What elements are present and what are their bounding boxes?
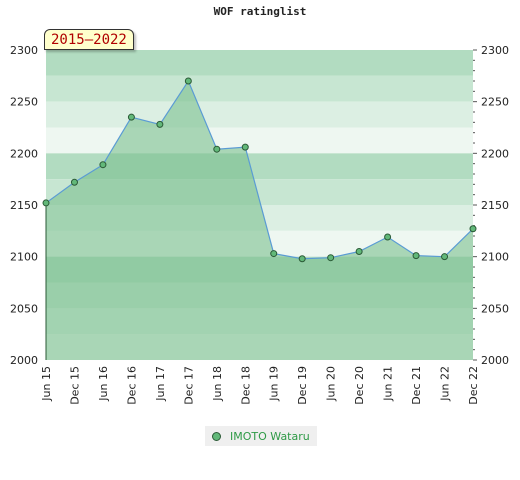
legend: IMOTO Wataru: [205, 426, 317, 446]
y-tick-label-right: 2000: [481, 354, 509, 367]
x-tick-label: Jun 15: [40, 366, 53, 402]
grid-band: [46, 127, 473, 154]
x-tick-label: Dec 17: [182, 366, 195, 405]
y-tick-label-left: 2100: [10, 251, 38, 264]
data-point: [184, 77, 192, 85]
x-tick-label: Dec 20: [353, 366, 366, 405]
x-tick-label: Dec 15: [68, 366, 81, 405]
y-tick-label-left: 2200: [10, 147, 38, 160]
data-point: [241, 143, 249, 151]
series-line: [45, 79, 474, 260]
x-tick-label: Dec 21: [410, 366, 423, 405]
y-tick-label-right: 2050: [481, 302, 509, 315]
data-point: [327, 254, 335, 262]
grid-band: [46, 50, 473, 76]
y-tick-label-left: 2250: [10, 96, 38, 109]
data-point: [384, 233, 392, 241]
x-tick-label: Dec 22: [467, 366, 480, 405]
y-tick-label-right: 2300: [481, 44, 509, 57]
grid-band: [46, 75, 473, 102]
data-point: [355, 248, 363, 255]
y-tick-label-right: 2200: [481, 147, 509, 160]
grid-band: [46, 101, 473, 128]
x-tick-label: Dec 18: [239, 366, 252, 405]
data-point: [270, 250, 278, 258]
x-tick-label: Jun 16: [97, 366, 110, 402]
chart-title: WOF ratinglist: [213, 5, 307, 18]
y-tick-label-right: 2150: [481, 199, 509, 212]
x-tick-label: Jun 22: [439, 366, 452, 402]
y-tick-label-left: 2000: [10, 354, 38, 367]
data-point: [298, 255, 306, 263]
y-tick-label-right: 2100: [481, 251, 509, 264]
y-tick-label-right: 2250: [481, 96, 509, 109]
x-tick-label: Jun 18: [211, 366, 224, 402]
legend-marker: [212, 431, 221, 441]
data-point: [441, 253, 449, 261]
series-area: [46, 81, 473, 360]
period-badge: 2015–2022: [44, 29, 134, 50]
data-point: [213, 145, 221, 153]
data-point: [469, 225, 477, 233]
legend-label: IMOTO Wataru: [230, 429, 310, 443]
data-point: [99, 161, 107, 169]
y-tick-label-left: 2050: [10, 302, 38, 315]
x-tick-label: Jun 21: [382, 366, 395, 402]
y-tick-label-left: 2300: [10, 44, 38, 57]
data-point: [412, 252, 420, 260]
y-tick-label-left: 2150: [10, 199, 38, 212]
x-tick-label: Jun 19: [268, 366, 281, 402]
data-point: [70, 178, 78, 186]
data-point: [156, 120, 164, 128]
x-tick-label: Jun 20: [325, 366, 338, 402]
x-tick-label: Dec 16: [125, 366, 138, 405]
data-point: [42, 199, 50, 207]
x-tick-label: Jun 17: [154, 366, 167, 402]
data-point: [127, 113, 135, 121]
x-tick-label: Dec 19: [296, 366, 309, 405]
